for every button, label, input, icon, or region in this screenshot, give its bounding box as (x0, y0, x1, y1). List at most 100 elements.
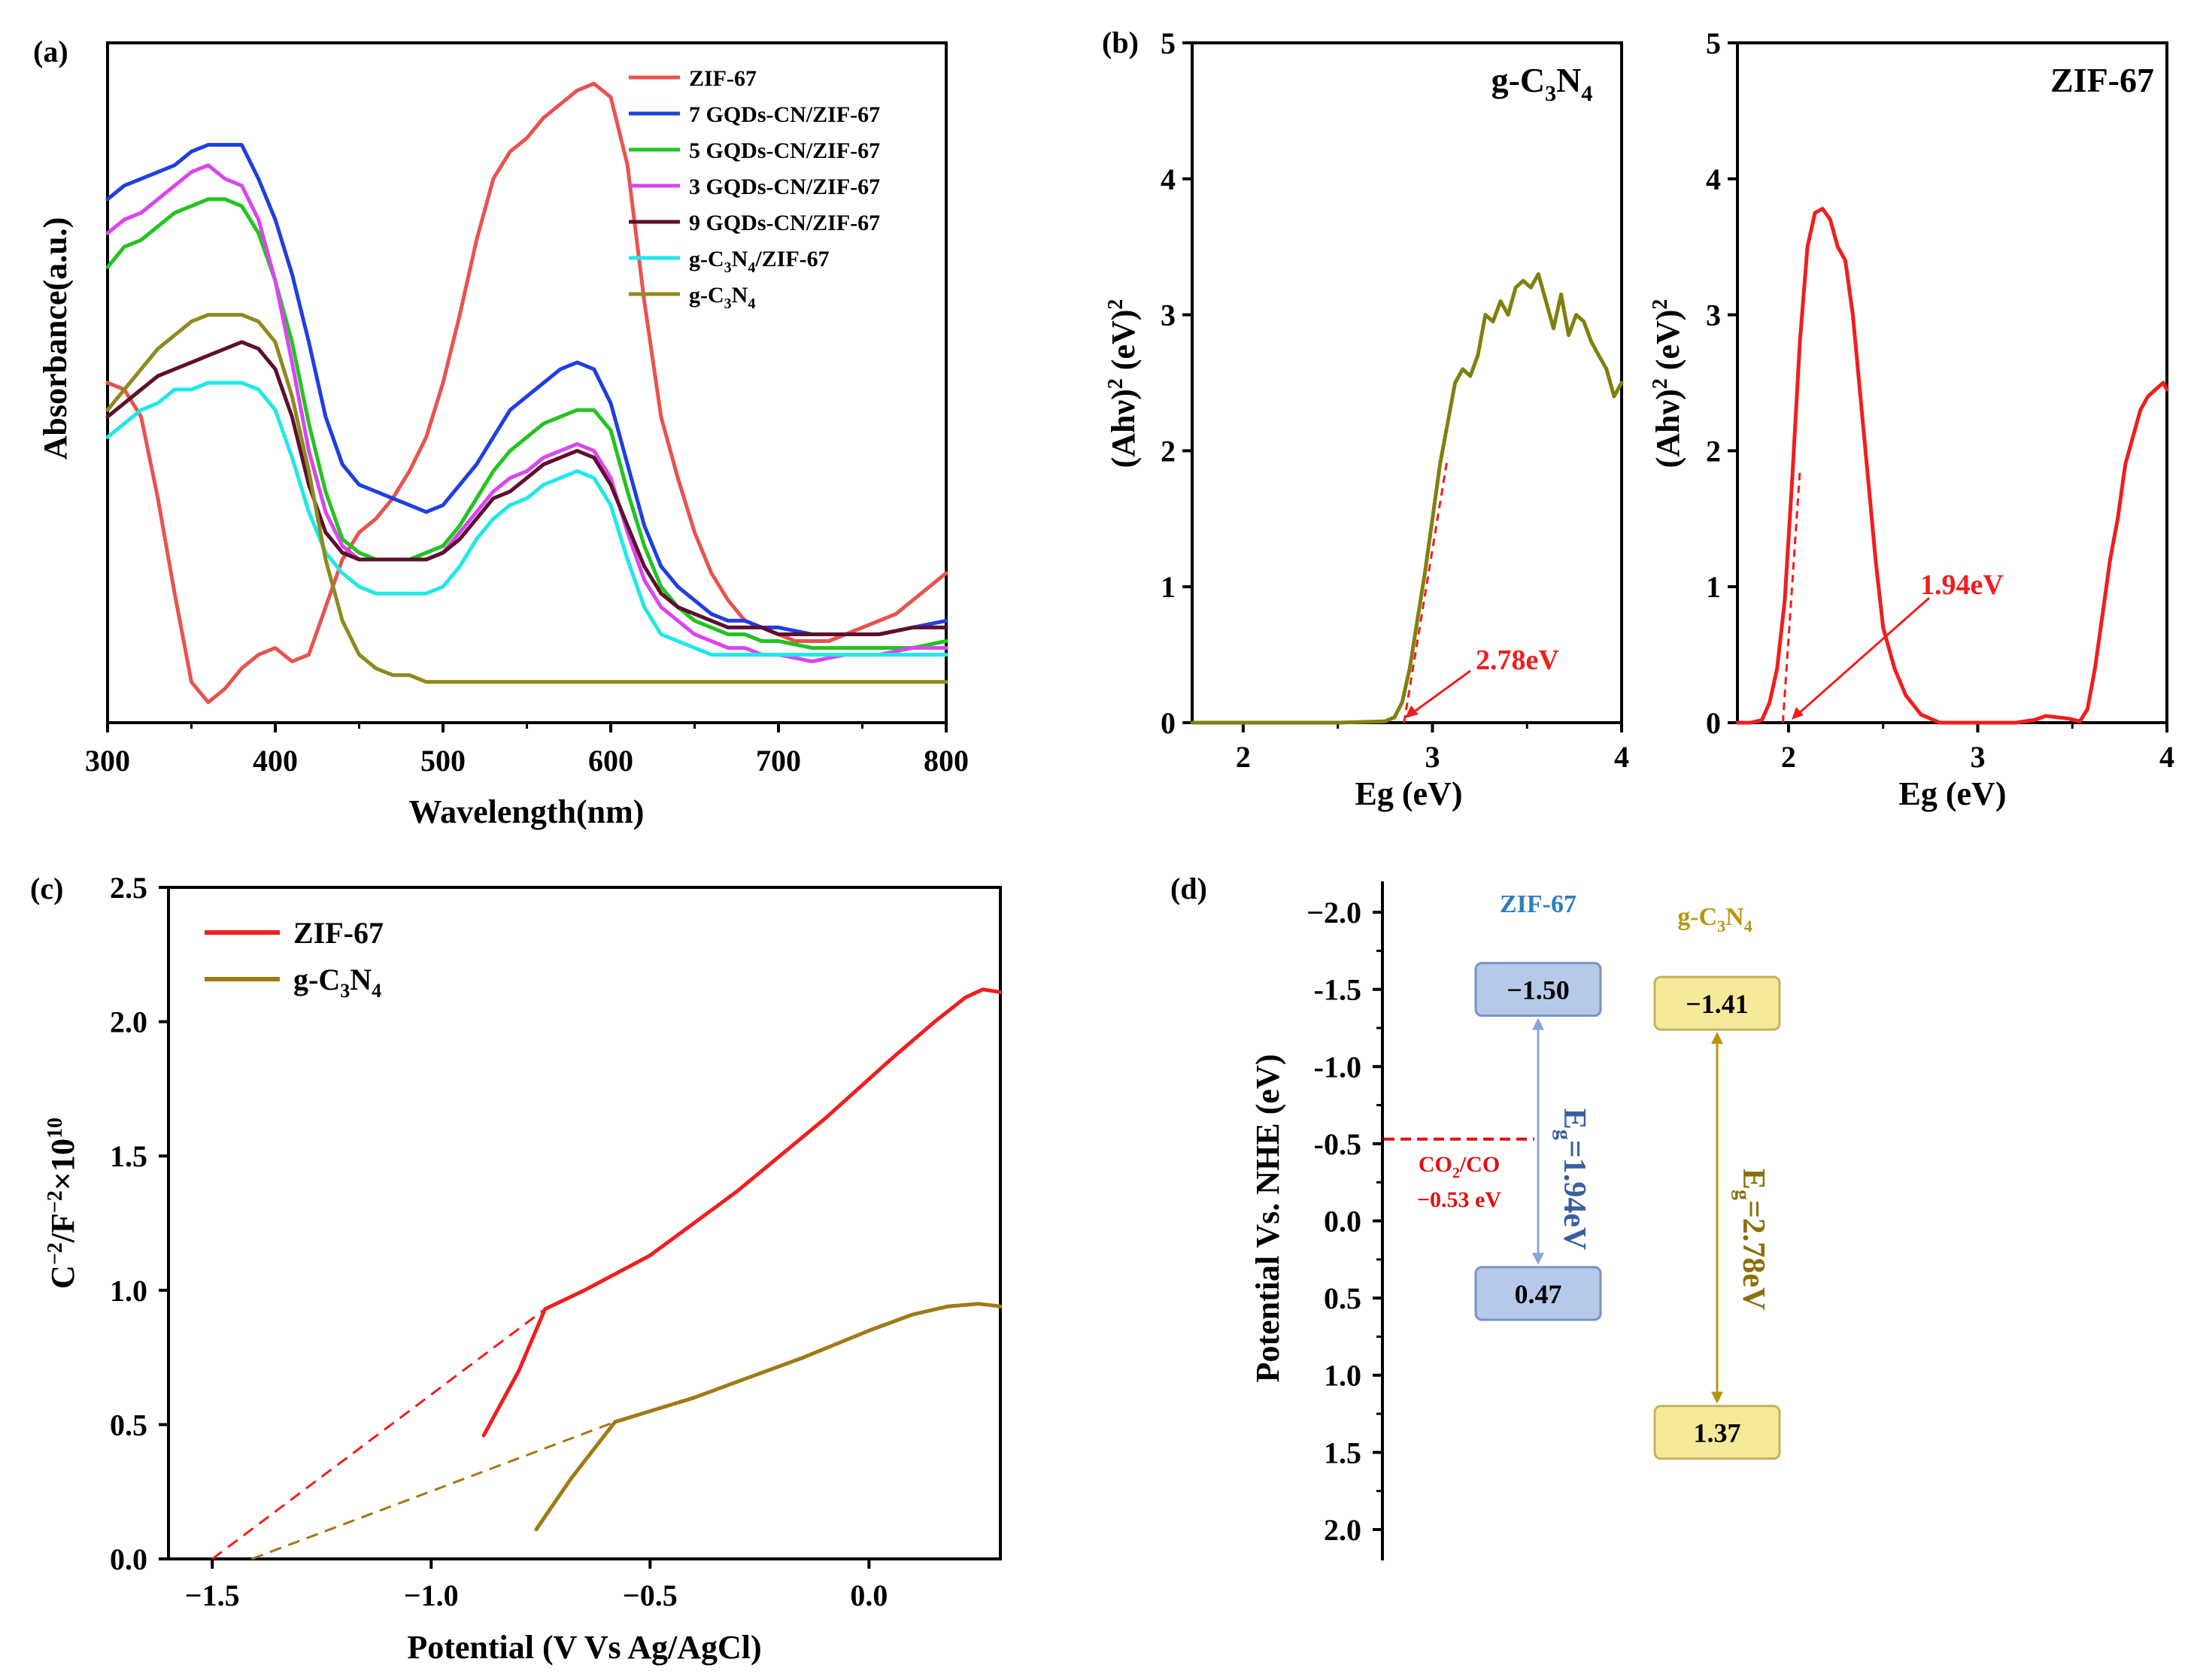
panel-a-series-line (105, 381, 948, 657)
panel-d-zif67-eg: Eg=1.94eV (1552, 1108, 1592, 1250)
panel-d-gcn-cb-box (1653, 975, 1781, 1031)
panel-c-xlabel: Potential (V Vs Ag/AgCl) (407, 1629, 761, 1666)
panel-a-series-line (105, 81, 948, 705)
panel-d-ylabel: Potential Vs. NHE (eV) (1249, 1054, 1286, 1383)
panel-d-ytick-label: -1.0 (1314, 1050, 1361, 1084)
panel-b1-title: g-C3N4 (1491, 61, 1593, 106)
panel-b2-ytick-label: 1 (1706, 570, 1721, 604)
panel-d-ytick-label: 2.0 (1324, 1513, 1361, 1547)
panel-d-ytick-label: -0.5 (1314, 1127, 1361, 1161)
panel-a-xtick-label: 800 (924, 744, 969, 778)
panel-b1-curve (1190, 271, 1624, 725)
legend-label-zif67: ZIF-67 (689, 66, 757, 91)
panel-b2-xtick-label: 2 (1781, 740, 1796, 774)
legend-label-3gqds: 3 GQDs-CN/ZIF-67 (689, 174, 880, 199)
panel-a-series-line (105, 340, 948, 636)
legend-label-5gqds: 5 GQDs-CN/ZIF-67 (689, 138, 880, 163)
panel-a-curves (105, 81, 948, 705)
panel-d-zif67-vb-value: 0.47 (1515, 1279, 1562, 1309)
panel-c-ytick-label: 0.0 (110, 1542, 147, 1576)
panel-c-ytick-label: 1.5 (110, 1139, 147, 1173)
legend-label-7gqds: 7 GQDs-CN/ZIF-67 (689, 102, 880, 127)
panel-b1-arrow (1412, 669, 1471, 714)
panel-b1-xtick-label: 4 (1614, 740, 1629, 774)
panel-d-gcn-vb-box (1653, 1405, 1781, 1460)
legend-label-9gqds: 9 GQDs-CN/ZIF-67 (689, 211, 880, 235)
panel-b2-title: ZIF-67 (2050, 61, 2154, 99)
panel-d-gcn-vb-value: 1.37 (1694, 1418, 1741, 1448)
panel-d-ytick-label: 0.0 (1324, 1205, 1361, 1239)
panel-d-ytick-label: 1.0 (1324, 1359, 1361, 1393)
panel-d-zif67-arrowhead-bottom (1532, 1252, 1544, 1265)
panel-b2-arrowhead (1792, 707, 1804, 720)
panel-b2-xlabel: Eg (eV) (1899, 775, 2007, 812)
panel-b2-curves (1735, 207, 2169, 725)
panel-b2-xtick-label: 4 (2159, 740, 2174, 774)
panel-b1-xlabel: Eg (eV) (1355, 775, 1463, 812)
panel-c-ticks: −1.5 −1.0 −0.5 0.0 0.0 0.5 1.0 1.5 2.0 2.5 (110, 871, 888, 1612)
panel-d-zif67-cb-box (1474, 962, 1602, 1017)
panel-b1-ytick-label: 0 (1161, 706, 1176, 740)
panel-b1-ytick-label: 2 (1161, 434, 1176, 468)
panel-c-ylabel: C−2/F−2×1010 (44, 1117, 81, 1289)
panel-b1-ytick-label: 4 (1161, 162, 1176, 196)
panel-a-xtick-label: 600 (588, 744, 633, 778)
panel-d: (d) −2.0 -1.5 -1.0 -0.5 0.0 0.5 1.0 1.5 2.0 Pote… (1170, 872, 1781, 1560)
panel-d-ytick-label: 0.5 (1324, 1281, 1361, 1315)
panel-b1-ticks: 2 3 4 0 1 2 3 4 5 (1161, 26, 1629, 774)
panel-b2-annotation: 1.94eV (1920, 569, 2004, 601)
panel-c: (c) −1.5 −1.0 −0.5 0.0 0.0 0.5 1.0 1.5 2.0 2.5 Po… (30, 871, 1003, 1666)
panel-c-xtick-label: 0.0 (850, 1578, 888, 1612)
panel-d-gcn-arrowhead-top (1711, 1032, 1723, 1045)
panel-d-gcn-cb-value: −1.41 (1686, 989, 1749, 1019)
panel-b1-ylabel: (Ahν)2 (eV)2 (1104, 299, 1142, 469)
panel-a-ylabel: Absorbance(a.u.) (37, 217, 74, 460)
panel-a-xtick-label: 500 (420, 744, 466, 778)
panel-a-series-line (105, 143, 948, 636)
panel-c-legend: ZIF-67 g-C3N4 (205, 916, 384, 1002)
panel-c-label: (c) (30, 872, 63, 905)
panel-b-label: (b) (1102, 26, 1139, 59)
panel-b1-xtick-label: 2 (1236, 740, 1251, 774)
panel-b1-frame (1191, 41, 1623, 724)
panel-b: (b) 2 3 4 0 1 2 3 4 5 g-C3N4 Eg (eV) (Ahν)2 (eV)… (1102, 26, 2174, 812)
panel-d-co2-label: CO2/CO (1419, 1152, 1500, 1181)
panel-b1-ytick-label: 3 (1161, 299, 1176, 332)
panel-d-label: (d) (1170, 872, 1207, 905)
panel-a-legend: ZIF-67 7 GQDs-CN/ZIF-67 5 GQDs-CN/ZIF-67… (629, 66, 880, 312)
panel-b2-ytick-label: 5 (1706, 26, 1721, 60)
panel-c-ytick-label: 0.5 (110, 1408, 147, 1442)
panel-d-co2-value: −0.53 eV (1417, 1187, 1501, 1212)
panel-d-gcn-eg: Eg=2.78eV (1731, 1169, 1771, 1310)
legend-label-gcn-zif: g-C3N4/ZIF-67 (689, 247, 830, 276)
panel-b1-annotation: 2.78eV (1476, 644, 1559, 676)
panel-b1-ytick-label: 1 (1161, 570, 1176, 604)
panel-a-xtick-label: 400 (253, 744, 298, 778)
panel-b2-curve (1735, 207, 2169, 725)
panel-a-series-line (105, 313, 948, 684)
panel-a-xtick-label: 700 (756, 744, 801, 778)
panel-a-xtick-label: 300 (85, 744, 130, 778)
panel-b2-xtick-label: 3 (1970, 740, 1985, 774)
panel-c-extrapolation-line (251, 1421, 616, 1560)
panel-b1-xtick-label: 3 (1425, 740, 1440, 774)
panel-d-gcn-arrowhead-bottom (1711, 1391, 1723, 1404)
panel-c-xtick-label: −1.0 (404, 1578, 459, 1612)
panel-a: (a) 300 400 500 600 700 800 Wavelength(nm) Ab… (33, 35, 969, 830)
panel-d-ytick-label: -1.5 (1314, 973, 1361, 1007)
panel-c-extrapolation-line (211, 1308, 546, 1560)
panel-d-zif67-cb-value: −1.50 (1507, 975, 1570, 1005)
panel-d-zif67-vb-box (1474, 1266, 1602, 1321)
panel-d-ticks: −2.0 -1.5 -1.0 -0.5 0.0 0.5 1.0 1.5 2.0 (1306, 896, 1382, 1547)
panel-a-series-line (105, 197, 948, 650)
panel-c-ytick-label: 2.0 (110, 1005, 147, 1039)
panel-a-series-line (105, 163, 948, 664)
panel-b2-ticks: 2 3 4 0 1 2 3 4 5 (1706, 26, 2174, 774)
panel-a-xlabel: Wavelength(nm) (409, 793, 645, 830)
panel-b1-curves (1190, 271, 1624, 725)
panel-c-xtick-label: −1.5 (185, 1578, 240, 1612)
panel-b1-ytick-label: 5 (1161, 26, 1176, 60)
legend-c-label-gcn: g-C3N4 (293, 963, 381, 1002)
panel-c-curves (211, 987, 1003, 1560)
